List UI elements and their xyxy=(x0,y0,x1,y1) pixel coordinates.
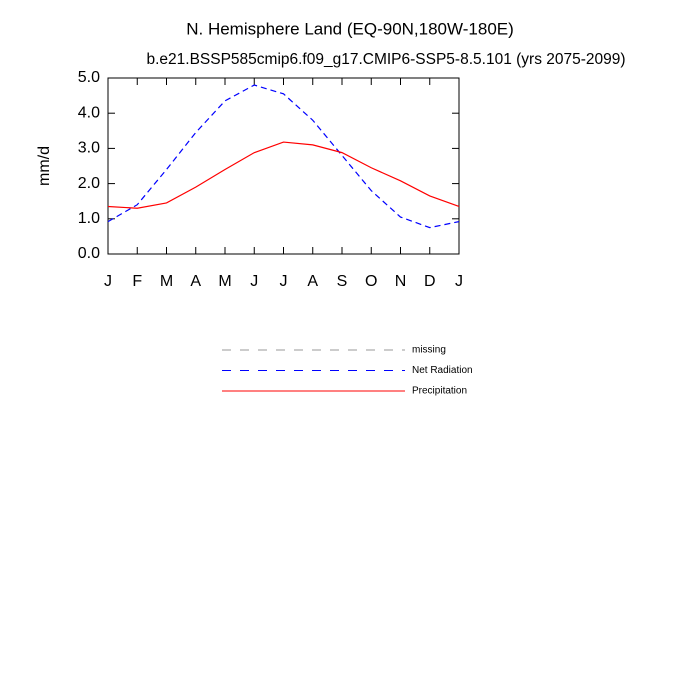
x-tick-label: A xyxy=(307,273,318,290)
x-tick-label: M xyxy=(160,273,173,290)
y-axis-label: mm/d xyxy=(36,146,53,186)
y-tick-label: 5.0 xyxy=(78,69,100,86)
y-tick-label: 3.0 xyxy=(78,140,100,157)
x-tick-label: J xyxy=(280,273,288,290)
x-tick-label: O xyxy=(365,273,377,290)
y-tick-label: 0.0 xyxy=(78,245,100,262)
y-tick-label: 1.0 xyxy=(78,210,100,227)
y-tick-label: 4.0 xyxy=(78,104,100,121)
x-tick-label: D xyxy=(424,273,436,290)
x-tick-label: J xyxy=(104,273,112,290)
x-tick-label: N xyxy=(395,273,407,290)
legend-label: Precipitation xyxy=(412,386,467,397)
y-tick-label: 2.0 xyxy=(78,175,100,192)
x-tick-label: S xyxy=(337,273,348,290)
plot-frame xyxy=(107,77,460,255)
series-line xyxy=(107,141,460,209)
series-line xyxy=(107,84,460,229)
x-tick-label: M xyxy=(218,273,231,290)
chart-subtitle: b.e21.BSSP585cmip6.f09_g17.CMIP6-SSP5-8.… xyxy=(146,51,625,68)
x-tick-label: J xyxy=(250,273,258,290)
x-tick-label: J xyxy=(455,273,463,290)
x-tick-label: F xyxy=(132,273,142,290)
legend-label: missing xyxy=(412,345,446,356)
chart-title: N. Hemisphere Land (EQ-90N,180W-180E) xyxy=(186,19,514,38)
legend-label: Net Radiation xyxy=(412,365,473,376)
x-tick-label: A xyxy=(190,273,201,290)
